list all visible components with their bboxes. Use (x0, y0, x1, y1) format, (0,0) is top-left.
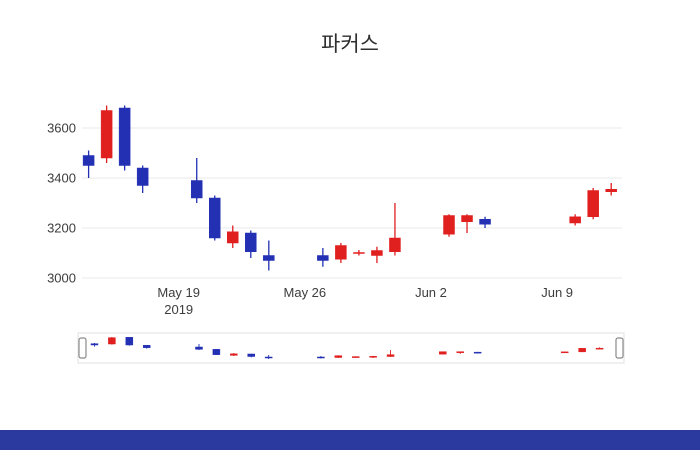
y-tick-label: 3200 (47, 221, 76, 236)
candles (82, 105, 617, 271)
candle-2019-06-05 (479, 216, 491, 228)
candle-2019-05-17 (142, 345, 151, 349)
candle-2019-05-29 (351, 356, 360, 358)
candle-2019-06-04 (456, 351, 464, 354)
candle-2019-05-24 (264, 355, 273, 359)
y-tick-label: 3600 (47, 121, 76, 136)
range-slider-candles (90, 337, 604, 359)
candle-2019-05-23 (247, 353, 255, 358)
range-slider-handle-left[interactable] (78, 337, 87, 359)
candle-2019-05-17 (136, 165, 149, 193)
candle-2019-05-23 (245, 230, 257, 258)
y-tick-label: 3000 (47, 271, 76, 286)
x-tick-label: Jun 9 (541, 285, 573, 300)
candle-2019-06-10 (560, 351, 569, 354)
plot-area[interactable] (85, 72, 622, 283)
candle-2019-05-20 (190, 158, 203, 203)
gridlines (82, 127, 622, 279)
candle-2019-06-12 (595, 347, 604, 350)
candle-2019-05-24 (263, 240, 275, 271)
candle-2019-06-03 (443, 214, 455, 237)
x-tick-label: Jun 2 (415, 285, 447, 300)
candle-2019-05-30 (371, 246, 383, 263)
candle-2019-05-16 (118, 105, 131, 171)
candle-2019-05-27 (317, 248, 329, 267)
candle-2019-06-05 (473, 351, 482, 354)
candle-2019-06-12 (605, 183, 617, 196)
candle-2019-05-28 (334, 355, 343, 358)
candle-2019-05-31 (389, 203, 401, 256)
candle-2019-05-22 (227, 225, 239, 248)
chart-title: 파커스 (321, 33, 379, 56)
x-tick-year-label: 2019 (164, 302, 193, 317)
range-slider-track[interactable] (77, 332, 625, 364)
candle-2019-05-22 (230, 353, 238, 356)
x-tick-label: May 19 (157, 285, 200, 300)
candle-2019-05-28 (335, 243, 347, 263)
candle-2019-05-20 (195, 344, 203, 350)
x-tick-label: May 26 (284, 285, 327, 300)
candle-2019-05-16 (125, 337, 134, 346)
candle-2019-06-04 (461, 214, 473, 233)
candle-2019-06-11 (578, 348, 586, 353)
candle-2019-05-31 (386, 350, 395, 357)
bottom-bar (0, 430, 700, 450)
candle-2019-05-29 (353, 250, 365, 256)
range-slider-handle-right[interactable] (615, 337, 624, 359)
candle-2019-06-11 (587, 188, 599, 220)
candle-2019-06-03 (439, 351, 447, 355)
candle-2019-05-15 (100, 105, 113, 163)
candle-2019-05-21 (208, 195, 221, 241)
y-tick-label: 3400 (47, 171, 76, 186)
candle-2019-05-15 (108, 337, 116, 345)
candle-2019-05-14 (82, 150, 95, 178)
candle-2019-06-10 (569, 214, 581, 226)
candle-2019-05-14 (90, 343, 99, 347)
candle-2019-05-30 (369, 355, 377, 358)
candle-2019-05-21 (212, 349, 221, 355)
candle-2019-05-27 (317, 356, 325, 359)
